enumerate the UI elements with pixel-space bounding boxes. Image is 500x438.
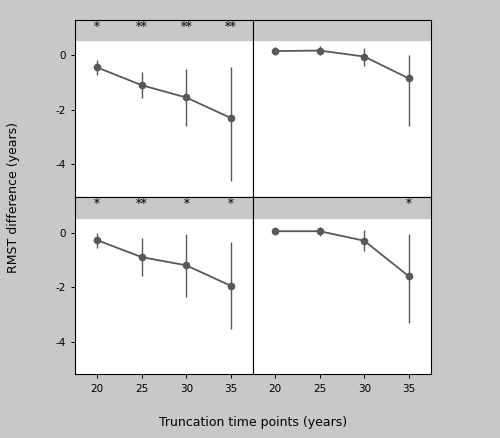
Text: Truncation time points (years): Truncation time points (years) bbox=[159, 416, 347, 429]
Text: **: ** bbox=[225, 21, 236, 34]
Bar bbox=[75, 197, 253, 218]
Bar bbox=[253, 197, 431, 218]
Text: **: ** bbox=[136, 198, 147, 211]
Text: RMST difference (years): RMST difference (years) bbox=[8, 122, 20, 272]
Text: **: ** bbox=[136, 21, 147, 34]
Bar bbox=[253, 20, 431, 40]
Text: **: ** bbox=[180, 21, 192, 34]
Text: *: * bbox=[184, 198, 189, 211]
Text: *: * bbox=[94, 21, 100, 34]
Text: *: * bbox=[94, 198, 100, 211]
Text: *: * bbox=[228, 198, 234, 211]
Text: *: * bbox=[406, 198, 411, 211]
Bar bbox=[75, 20, 253, 40]
